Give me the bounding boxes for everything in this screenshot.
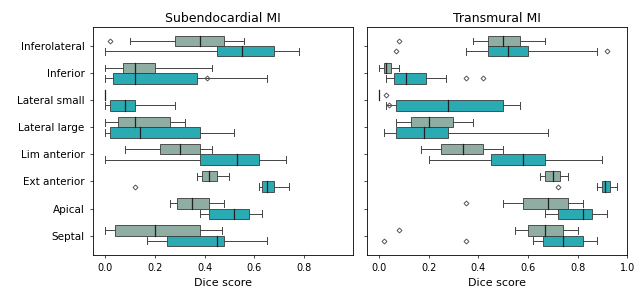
Bar xyxy=(115,225,200,235)
Bar xyxy=(262,181,274,192)
Bar xyxy=(217,46,274,56)
Bar xyxy=(160,144,200,155)
Bar xyxy=(209,208,249,219)
Bar xyxy=(396,100,503,111)
Bar xyxy=(396,127,449,138)
Bar xyxy=(110,100,135,111)
Bar xyxy=(202,171,217,181)
Bar xyxy=(384,63,391,73)
Bar xyxy=(113,73,197,84)
Bar xyxy=(545,171,560,181)
Title: Transmural MI: Transmural MI xyxy=(453,12,541,25)
Bar xyxy=(557,208,593,219)
Bar xyxy=(123,63,155,73)
Title: Subendocardial MI: Subendocardial MI xyxy=(165,12,281,25)
Bar xyxy=(523,198,568,208)
Bar xyxy=(602,181,610,192)
Bar xyxy=(167,236,225,246)
Bar xyxy=(177,198,209,208)
Bar xyxy=(528,225,563,235)
Bar xyxy=(118,117,170,127)
Bar xyxy=(491,155,545,165)
Bar xyxy=(488,46,528,56)
Bar xyxy=(175,36,225,46)
Bar xyxy=(412,117,453,127)
Bar xyxy=(441,144,483,155)
X-axis label: Dice score: Dice score xyxy=(194,278,252,288)
Bar xyxy=(200,155,259,165)
Bar xyxy=(110,127,200,138)
Bar xyxy=(488,36,520,46)
X-axis label: Dice score: Dice score xyxy=(468,278,526,288)
Bar xyxy=(394,73,426,84)
Bar xyxy=(543,236,582,246)
